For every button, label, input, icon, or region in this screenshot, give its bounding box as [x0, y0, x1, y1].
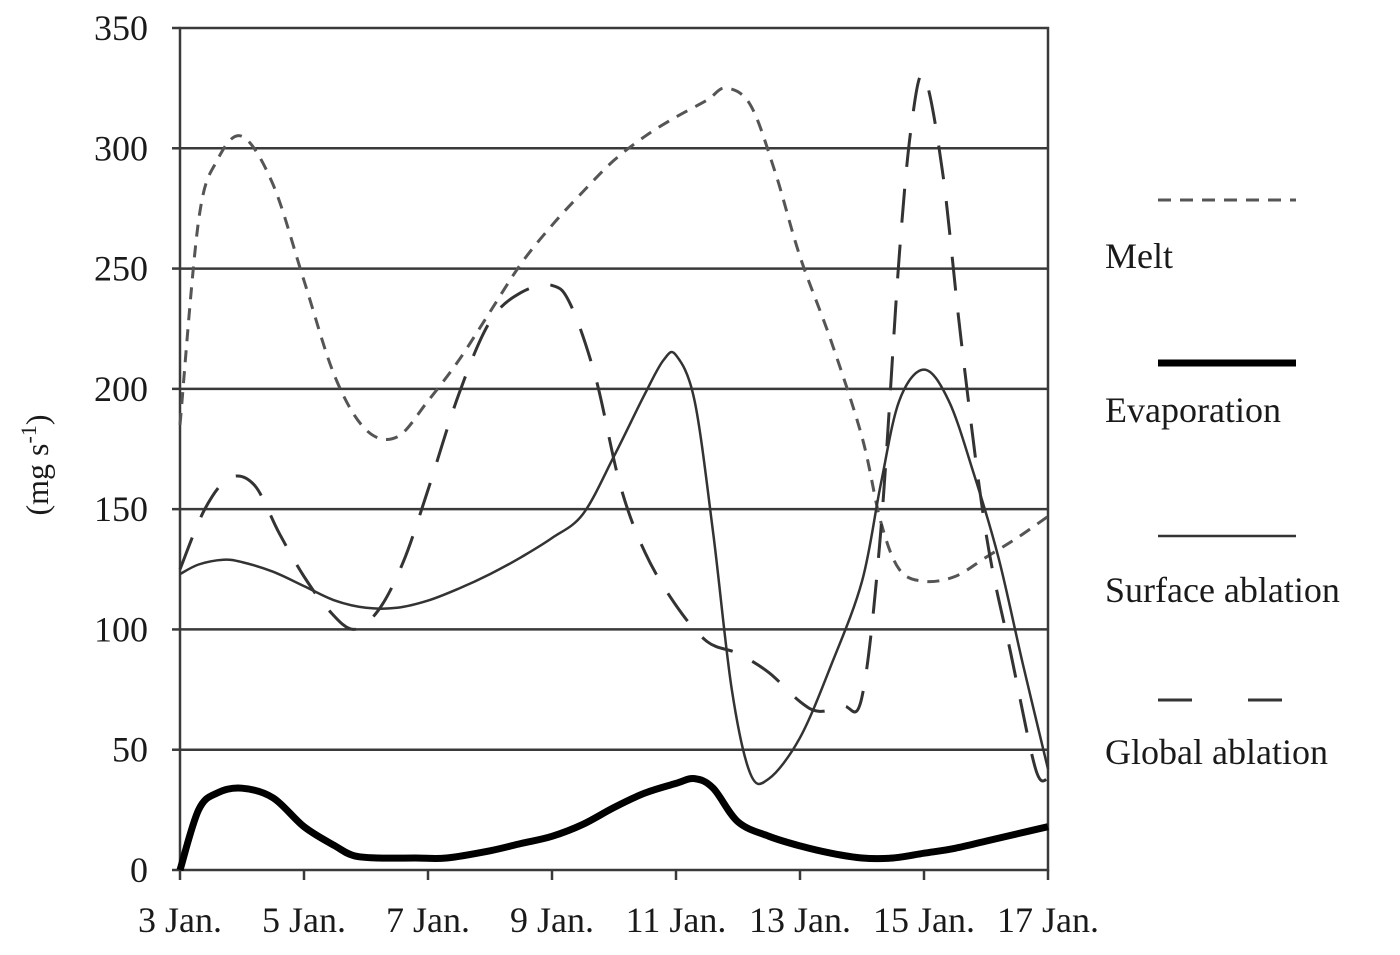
y-tick-label: 350	[94, 8, 148, 48]
legend-label-global-ablation: Global ablation	[1105, 732, 1328, 772]
x-tick-label: 15 Jan.	[873, 900, 975, 940]
x-tick-label: 13 Jan.	[749, 900, 851, 940]
x-tick-label: 7 Jan.	[386, 900, 470, 940]
x-tick-label: 11 Jan.	[626, 900, 727, 940]
x-tick-label: 5 Jan.	[262, 900, 346, 940]
legend: Melt Evaporation Surface ablation Global ab…	[1105, 198, 1340, 772]
y-tick-label: 300	[94, 128, 148, 168]
series-line-global-ablation	[178, 73, 1049, 783]
gridlines	[180, 147, 1048, 751]
series-line-melt	[178, 86, 1049, 584]
legend-label-evaporation: Evaporation	[1105, 390, 1281, 430]
y-tick-label: 50	[112, 730, 148, 770]
y-tick-label: 100	[94, 609, 148, 649]
series-group	[176, 73, 1050, 872]
legend-label-surface-ablation: Surface ablation	[1105, 570, 1340, 610]
y-axis-ticks: 0 50 100 150 200 250 300 350	[94, 8, 180, 890]
series-line-evaporation	[176, 774, 1049, 872]
x-tick-label: 9 Jan.	[510, 900, 594, 940]
y-axis-label: (mg s-1)	[16, 415, 55, 516]
x-tick-label: 3 Jan.	[138, 900, 222, 940]
x-axis-ticks: 3 Jan. 5 Jan. 7 Jan. 9 Jan. 11 Jan. 13 Jan. 15…	[138, 870, 1099, 940]
legend-label-melt: Melt	[1105, 236, 1173, 276]
x-tick-label: 17 Jan.	[997, 900, 1099, 940]
plot-frame	[178, 26, 1050, 872]
y-tick-label: 150	[94, 489, 148, 529]
y-tick-label: 0	[130, 850, 148, 890]
y-tick-label: 200	[94, 369, 148, 409]
series-line-surface-ablation	[179, 350, 1050, 786]
y-tick-label: 250	[94, 249, 148, 289]
